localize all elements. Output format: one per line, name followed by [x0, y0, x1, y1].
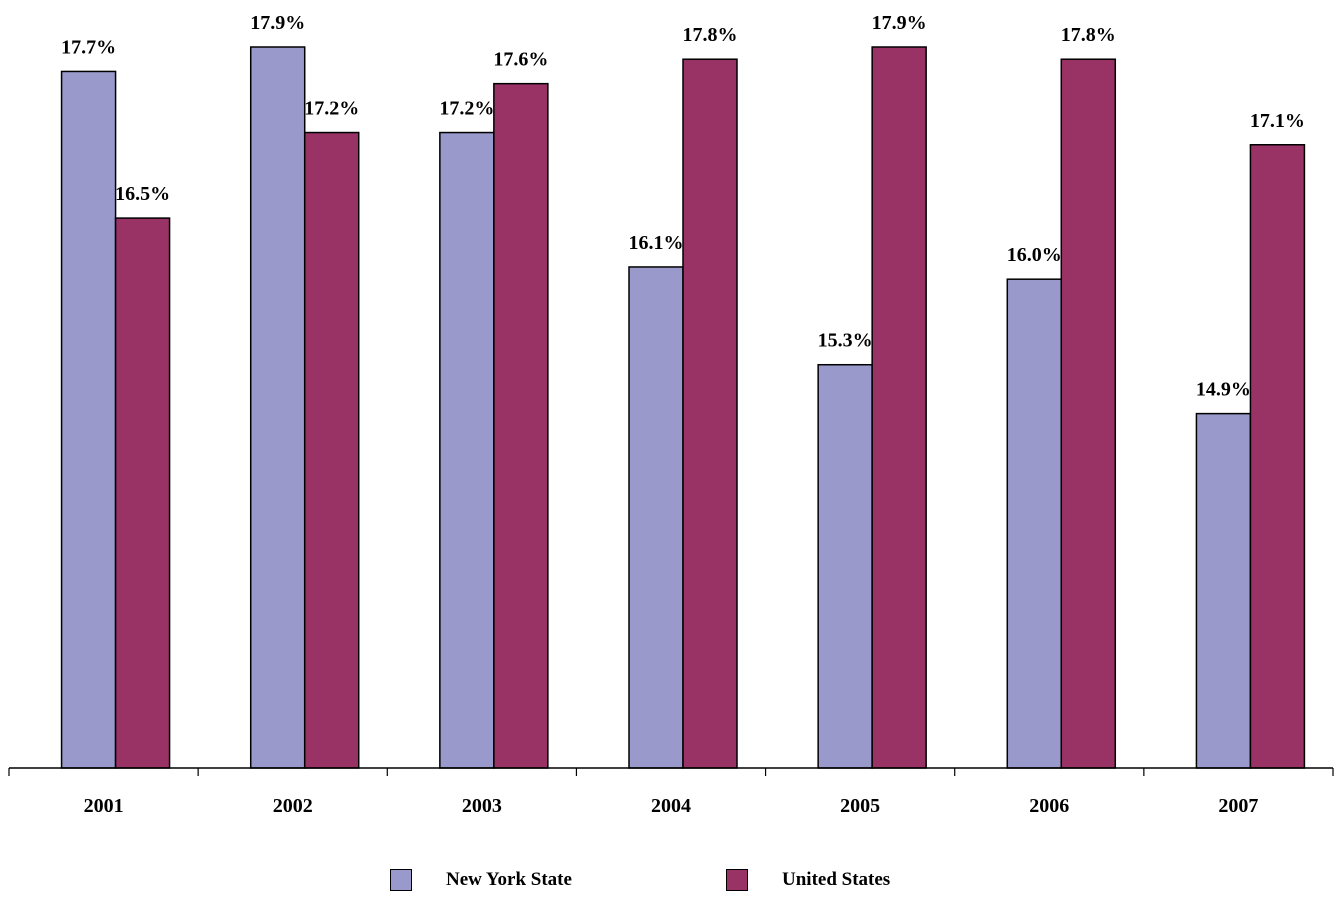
bar-united-states-2001: [114, 217, 171, 769]
bar-new-york-state-2004: [628, 266, 684, 769]
data-label-united-states-2005: 17.9%: [872, 12, 927, 34]
data-label-new-york-state-2005: 15.3%: [818, 330, 873, 352]
x-tick-label-2006: 2006: [1029, 795, 1069, 817]
data-label-new-york-state-2003: 17.2%: [439, 98, 494, 120]
legend-label-united-states: United States: [782, 869, 891, 890]
bar-united-states-2004: [682, 58, 738, 769]
data-label-new-york-state-2006: 16.0%: [1007, 244, 1062, 266]
data-label-new-york-state-2007: 14.9%: [1196, 379, 1251, 401]
legend-item-new-york-state: New York State: [390, 868, 572, 892]
data-label-united-states-2006: 17.8%: [1061, 24, 1116, 46]
bar-united-states-2002: [303, 131, 360, 769]
bar-new-york-state-2006: [1006, 278, 1063, 769]
bar-new-york-state-2002: [249, 46, 306, 769]
data-label-new-york-state-2004: 16.1%: [629, 232, 684, 254]
bar-united-states-2003: [493, 82, 549, 769]
bar-united-states-2007: [1249, 144, 1306, 769]
data-label-united-states-2003: 17.6%: [493, 49, 548, 71]
data-label-united-states-2001: 16.5%: [115, 183, 170, 205]
legend-swatch-united-states: [726, 869, 748, 891]
data-label-united-states-2002: 17.2%: [304, 98, 359, 120]
data-label-united-states-2004: 17.8%: [683, 24, 738, 46]
x-tick-label-2007: 2007: [1218, 795, 1258, 817]
data-label-united-states-2007: 17.1%: [1250, 110, 1305, 132]
bar-new-york-state-2005: [817, 363, 873, 769]
data-label-new-york-state-2001: 17.7%: [61, 36, 116, 58]
x-tick-label-2003: 2003: [462, 795, 502, 817]
x-tick-label-2005: 2005: [840, 795, 880, 817]
bar-united-states-2005: [871, 46, 927, 769]
data-label-new-york-state-2002: 17.9%: [250, 12, 305, 34]
x-tick-label-2002: 2002: [273, 795, 313, 817]
bar-new-york-state-2007: [1195, 412, 1252, 769]
legend-swatch-new-york-state: [390, 869, 412, 891]
legend-label-new-york-state: New York State: [446, 869, 572, 890]
x-tick-label-2001: 2001: [84, 795, 124, 817]
legend: New York State United States: [0, 868, 1335, 892]
bar-new-york-state-2001: [60, 70, 117, 769]
x-tick-label-2004: 2004: [651, 795, 691, 817]
legend-item-united-states: United States: [726, 868, 890, 892]
bar-united-states-2006: [1060, 58, 1117, 769]
bar-new-york-state-2003: [439, 131, 495, 769]
